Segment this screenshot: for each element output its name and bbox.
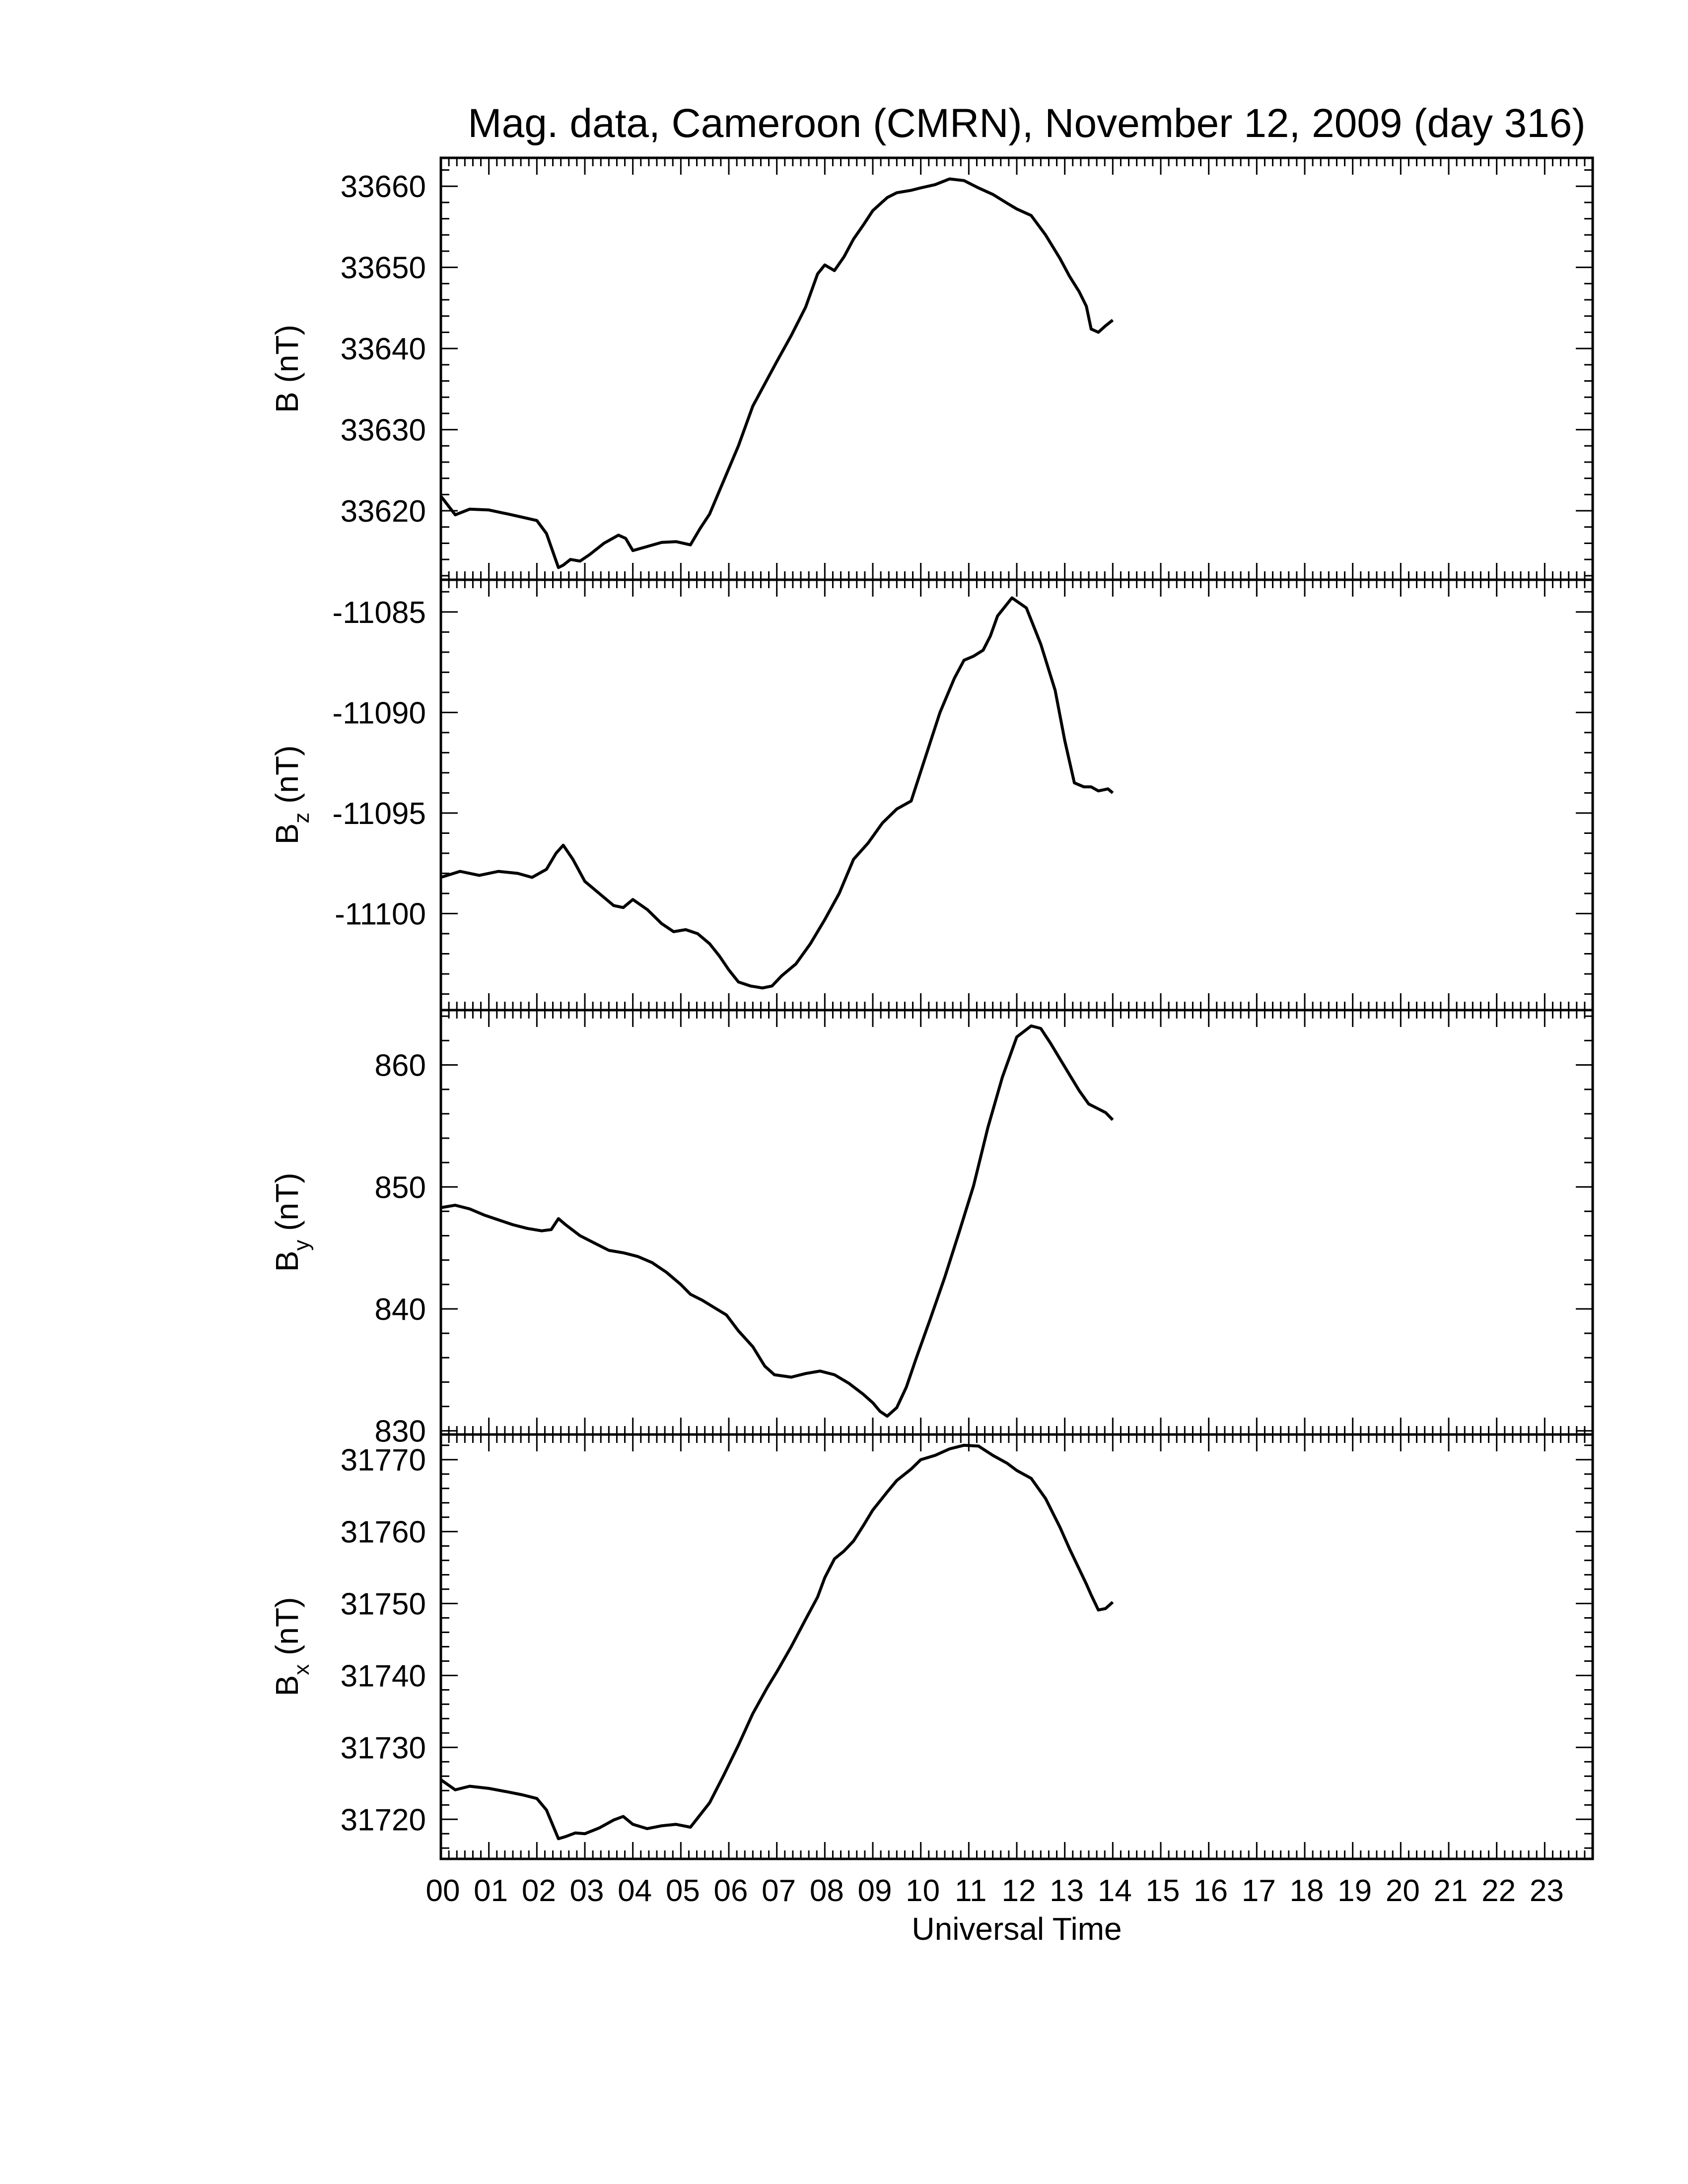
- y-tick-label: 850: [375, 1170, 426, 1205]
- x-tick-label: 07: [762, 1874, 796, 1908]
- y-axis-label-symbol: B: [269, 1675, 305, 1697]
- panel-frame: [439, 1009, 1594, 1436]
- y-axis-label-subscript: y: [289, 1240, 314, 1251]
- y-tick-label: 31750: [341, 1587, 426, 1622]
- y-tick-label: 860: [375, 1049, 426, 1083]
- y-axis-label: Bz (nT): [269, 746, 314, 845]
- panel-1: 33620 33630 33640 33650 33660 B (nT): [269, 156, 1594, 581]
- x-tick-label: 13: [1050, 1874, 1084, 1908]
- panel-2: -11085 -11090 -11095 -11100 Bz (nT): [269, 578, 1594, 1012]
- y-tick-label: 31760: [341, 1515, 426, 1550]
- panel-4: 31720 31730 31740 31750 31760 31770 Bx (nT): [269, 1433, 1594, 1860]
- x-tick-label: 08: [810, 1874, 844, 1908]
- x-tick-label: 15: [1146, 1874, 1180, 1908]
- x-tick-label: 23: [1530, 1874, 1564, 1908]
- panel-frame: [439, 156, 1594, 581]
- panel-frame: [439, 1433, 1594, 1860]
- x-tick-label: 03: [570, 1874, 604, 1908]
- y-axis-label-symbol: B: [269, 1251, 305, 1272]
- series-line: [440, 596, 1114, 990]
- y-axis-label-subscript: z: [289, 813, 314, 823]
- x-tick-label: 02: [522, 1874, 556, 1908]
- series-line: [440, 1024, 1114, 1418]
- y-tick-label: 31720: [341, 1803, 426, 1837]
- x-tick-label: 21: [1434, 1874, 1468, 1908]
- x-tick-label: 01: [474, 1874, 508, 1908]
- x-tick-label: 05: [666, 1874, 700, 1908]
- x-tick-label: 17: [1242, 1874, 1276, 1908]
- y-tick-label: 33630: [341, 413, 426, 448]
- y-tick-label: -11085: [333, 596, 426, 630]
- panel-3: 830 840 850 860 By (nT): [269, 1009, 1594, 1449]
- y-axis-label-symbol: B: [269, 392, 305, 413]
- y-axis-label-unit: (nT): [269, 1173, 305, 1240]
- y-axis-label: Bx (nT): [269, 1597, 314, 1697]
- x-axis-label: Universal Time: [912, 1911, 1122, 1947]
- x-tick-label: 06: [714, 1874, 748, 1908]
- x-tick-label: 12: [1002, 1874, 1036, 1908]
- series-line: [440, 1443, 1114, 1841]
- x-tick-label: 19: [1337, 1874, 1372, 1908]
- y-axis-label-symbol: B: [269, 823, 305, 845]
- y-tick-label: -11100: [335, 897, 426, 932]
- x-tick-label: 20: [1386, 1874, 1420, 1908]
- chart-title: Mag. data, Cameroon (CMRN), November 12,…: [468, 101, 1585, 146]
- y-tick-label: 33650: [341, 251, 426, 285]
- y-axis-label-unit: (nT): [269, 746, 305, 813]
- x-tick-label: 10: [906, 1874, 940, 1908]
- y-tick-label: 31740: [341, 1659, 426, 1693]
- x-tick-label: 04: [618, 1874, 652, 1908]
- y-tick-label: 33620: [341, 494, 426, 529]
- y-tick-label: 33660: [341, 170, 426, 204]
- y-tick-label: 33640: [341, 332, 426, 366]
- y-axis-label-unit: (nT): [269, 1597, 305, 1664]
- y-tick-label: 830: [375, 1415, 426, 1449]
- x-tick-label: 09: [858, 1874, 892, 1908]
- x-tick-label: 18: [1290, 1874, 1324, 1908]
- y-tick-label: 31730: [341, 1731, 426, 1765]
- x-tick-label: 11: [955, 1874, 986, 1908]
- series-line: [439, 177, 1114, 569]
- y-tick-label: -11090: [333, 696, 426, 730]
- x-axis-tick-labels: 00 01 02 03 04 05 06 07 08 09 10 11 12 13 14 15 16 17 18 19…: [426, 1874, 1564, 1908]
- panel-frame: [439, 578, 1594, 1012]
- x-tick-label: 16: [1194, 1874, 1228, 1908]
- y-tick-label: 840: [375, 1293, 426, 1327]
- y-tick-label: 31770: [341, 1443, 426, 1478]
- y-axis-label: By (nT): [269, 1173, 314, 1272]
- y-axis-label-unit: (nT): [269, 325, 305, 392]
- y-tick-label: -11095: [333, 797, 426, 831]
- x-tick-label: 22: [1481, 1874, 1516, 1908]
- y-axis-label-subscript: x: [289, 1664, 314, 1675]
- x-tick-label: 00: [426, 1874, 460, 1908]
- y-axis-label: B (nT): [269, 325, 305, 413]
- x-tick-label: 14: [1098, 1874, 1132, 1908]
